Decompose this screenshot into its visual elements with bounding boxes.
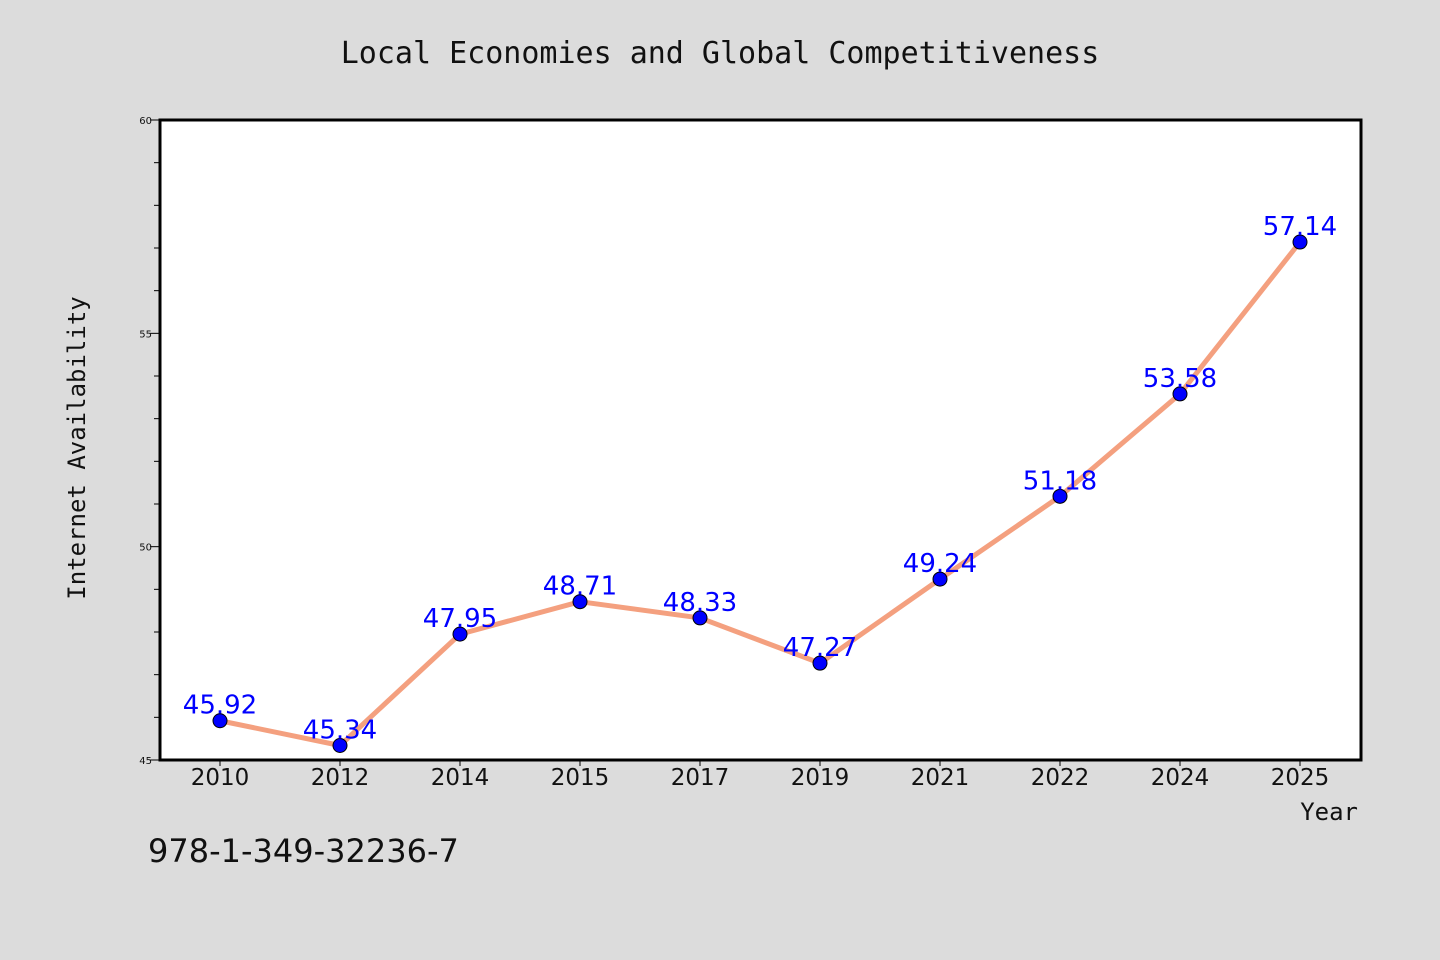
- data-point: [812, 655, 828, 671]
- x-tick-label: 2017: [671, 765, 730, 791]
- data-point: [332, 737, 348, 753]
- x-tick-label: 2012: [311, 765, 370, 791]
- x-tick-label: 2010: [191, 765, 250, 791]
- data-label: 48.71: [543, 572, 617, 602]
- x-tick-label: 2022: [1031, 765, 1090, 791]
- data-point: [212, 713, 228, 729]
- data-label: 47.95: [423, 604, 497, 634]
- chart-title: Local Economies and Global Competitivene…: [341, 36, 1100, 71]
- data-point: [452, 626, 468, 642]
- data-point: [1172, 386, 1188, 402]
- x-tick-label: 2024: [1151, 765, 1210, 791]
- x-tick-label: 2025: [1271, 765, 1330, 791]
- isbn-annotation: 978-1-349-32236-7: [148, 832, 459, 870]
- x-axis: 2010 2012 2014 2015 2017 2019 2021 2022 2024 2025: [191, 760, 1330, 791]
- y-tick-label: 60: [139, 116, 152, 127]
- x-tick-label: 2014: [431, 765, 490, 791]
- x-tick-label: 2019: [791, 765, 850, 791]
- y-axis: 45 50 55 60: [139, 116, 160, 767]
- data-label: 45.92: [183, 691, 257, 721]
- y-tick-label: 55: [139, 329, 152, 340]
- data-point: [932, 571, 948, 587]
- data-label: 57.14: [1263, 212, 1337, 242]
- data-label: 53.58: [1143, 364, 1217, 394]
- data-label: 48.33: [663, 588, 737, 618]
- data-label: 47.27: [783, 633, 857, 663]
- series-line: [217, 239, 1303, 748]
- data-point: [692, 610, 708, 626]
- series-group: 45.92 45.34 47.95 48.71 48.33 47.27 49.24 51.18…: [183, 212, 1337, 753]
- y-axis-label: Internet Availability: [63, 296, 91, 599]
- x-axis-label: Year: [1300, 798, 1358, 826]
- y-tick-label: 45: [139, 756, 152, 767]
- x-tick-label: 2021: [911, 765, 970, 791]
- data-point: [572, 594, 588, 610]
- data-label: 51.18: [1023, 466, 1097, 496]
- data-point: [1052, 488, 1068, 504]
- data-label: 49.24: [903, 549, 977, 579]
- y-tick-label: 50: [139, 543, 152, 554]
- data-point: [1292, 234, 1308, 250]
- x-tick-label: 2015: [551, 765, 610, 791]
- data-label: 45.34: [303, 715, 377, 745]
- plot-area: [158, 118, 1363, 762]
